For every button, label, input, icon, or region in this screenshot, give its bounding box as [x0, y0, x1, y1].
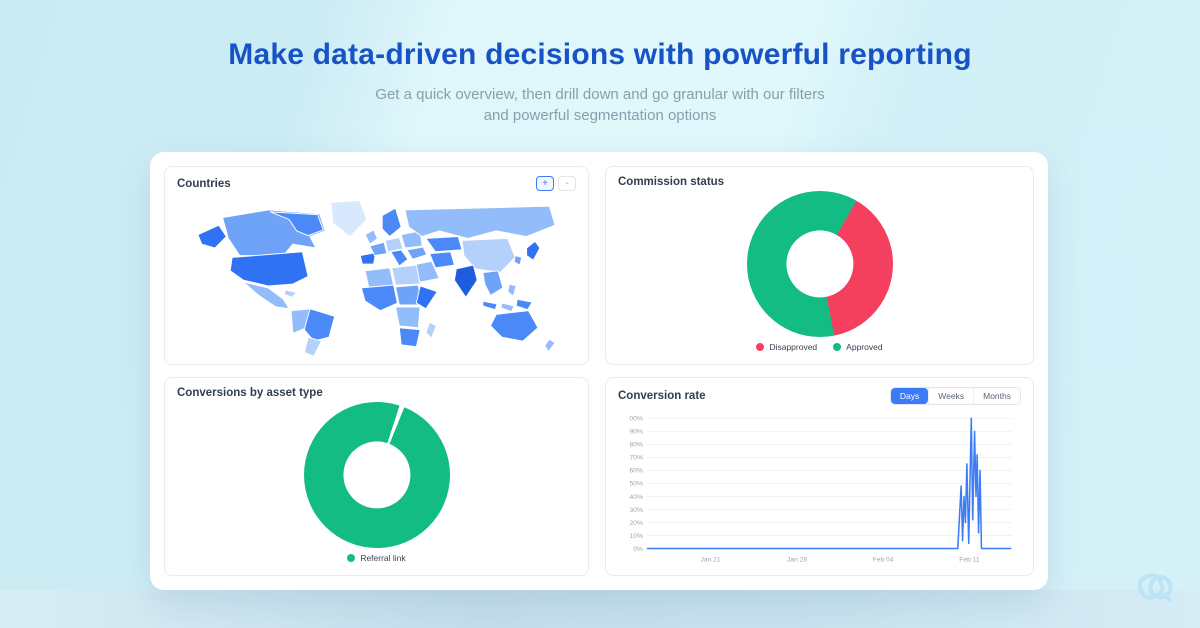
panel-title-conversions: Conversions by asset type [177, 387, 323, 399]
panel-title-countries: Countries [177, 177, 231, 190]
panel-commission-status: Commission status Disapproved Approved [605, 166, 1034, 365]
legend-dot-referral-link [347, 554, 356, 562]
page-title: Make data-driven decisions with powerful… [228, 38, 972, 71]
subtitle-line-1: Get a quick overview, then drill down an… [375, 86, 825, 103]
svg-text:80%: 80% [630, 442, 644, 449]
conversions-legend: Referral link [177, 551, 576, 569]
svg-text:30%: 30% [630, 507, 644, 514]
svg-text:20%: 20% [630, 520, 644, 527]
donut-hole [342, 441, 411, 509]
svg-text:Jan 28: Jan 28 [787, 557, 807, 564]
tab-weeks[interactable]: Weeks [928, 388, 974, 404]
donut-hole [785, 230, 854, 298]
panel-conversions-by-asset-type: Conversions by asset type Referral link [164, 377, 589, 576]
conversion-rate-tabs: Days Weeks Months [889, 387, 1021, 405]
panel-countries: Countries + - [164, 166, 589, 365]
svg-text:10%: 10% [630, 533, 644, 540]
commission-status-legend: Disapproved Approved [618, 340, 1021, 358]
panel-title-commission-status: Commission status [618, 176, 725, 188]
hero-header: Make data-driven decisions with powerful… [0, 38, 1200, 126]
legend-label-referral-link: Referral link [360, 553, 406, 563]
map-zoom-out-button[interactable]: - [558, 176, 576, 191]
page-subtitle: Get a quick overview, then drill down an… [0, 84, 1200, 126]
svg-text:50%: 50% [630, 481, 644, 488]
brand-logo-icon [1134, 568, 1178, 610]
svg-text:Jan 21: Jan 21 [701, 557, 721, 564]
conversion-rate-line-chart: 00% 90% 80% 70% 60% 50% 40% 30% 20% 10% 0% Jan 21 Ja… [630, 416, 1012, 564]
svg-text:00%: 00% [630, 416, 644, 423]
svg-text:70%: 70% [630, 455, 644, 462]
svg-text:Feb 11: Feb 11 [959, 557, 980, 564]
legend-label-approved: Approved [846, 342, 883, 352]
background-bottom-band [0, 590, 1200, 628]
legend-item-disapproved[interactable]: Disapproved [756, 342, 817, 352]
panel-conversion-rate: Conversion rate Days Weeks Months 00% 90%… [605, 377, 1034, 576]
svg-text:0%: 0% [633, 546, 643, 553]
svg-text:60%: 60% [630, 468, 644, 475]
map-zoom-controls: + - [536, 176, 576, 191]
panel-title-conversion-rate: Conversion rate [618, 390, 706, 402]
map-zoom-in-button[interactable]: + [536, 176, 554, 191]
dashboard-card: Countries + - [150, 152, 1048, 590]
tab-months[interactable]: Months [973, 388, 1020, 404]
legend-item-referral-link[interactable]: Referral link [347, 553, 406, 563]
legend-label-disapproved: Disapproved [769, 342, 818, 352]
legend-dot-disapproved [756, 343, 765, 351]
tab-days[interactable]: Days [890, 388, 929, 404]
conversions-donut-chart [303, 402, 450, 548]
legend-item-approved[interactable]: Approved [833, 342, 883, 352]
subtitle-line-2: and powerful segmentation options [483, 107, 717, 124]
legend-dot-approved [833, 343, 842, 351]
svg-text:Feb 04: Feb 04 [873, 557, 894, 564]
world-map-choropleth[interactable] [177, 193, 576, 358]
commission-status-donut-chart [746, 191, 893, 337]
svg-text:90%: 90% [630, 429, 644, 436]
svg-text:40%: 40% [630, 494, 644, 501]
